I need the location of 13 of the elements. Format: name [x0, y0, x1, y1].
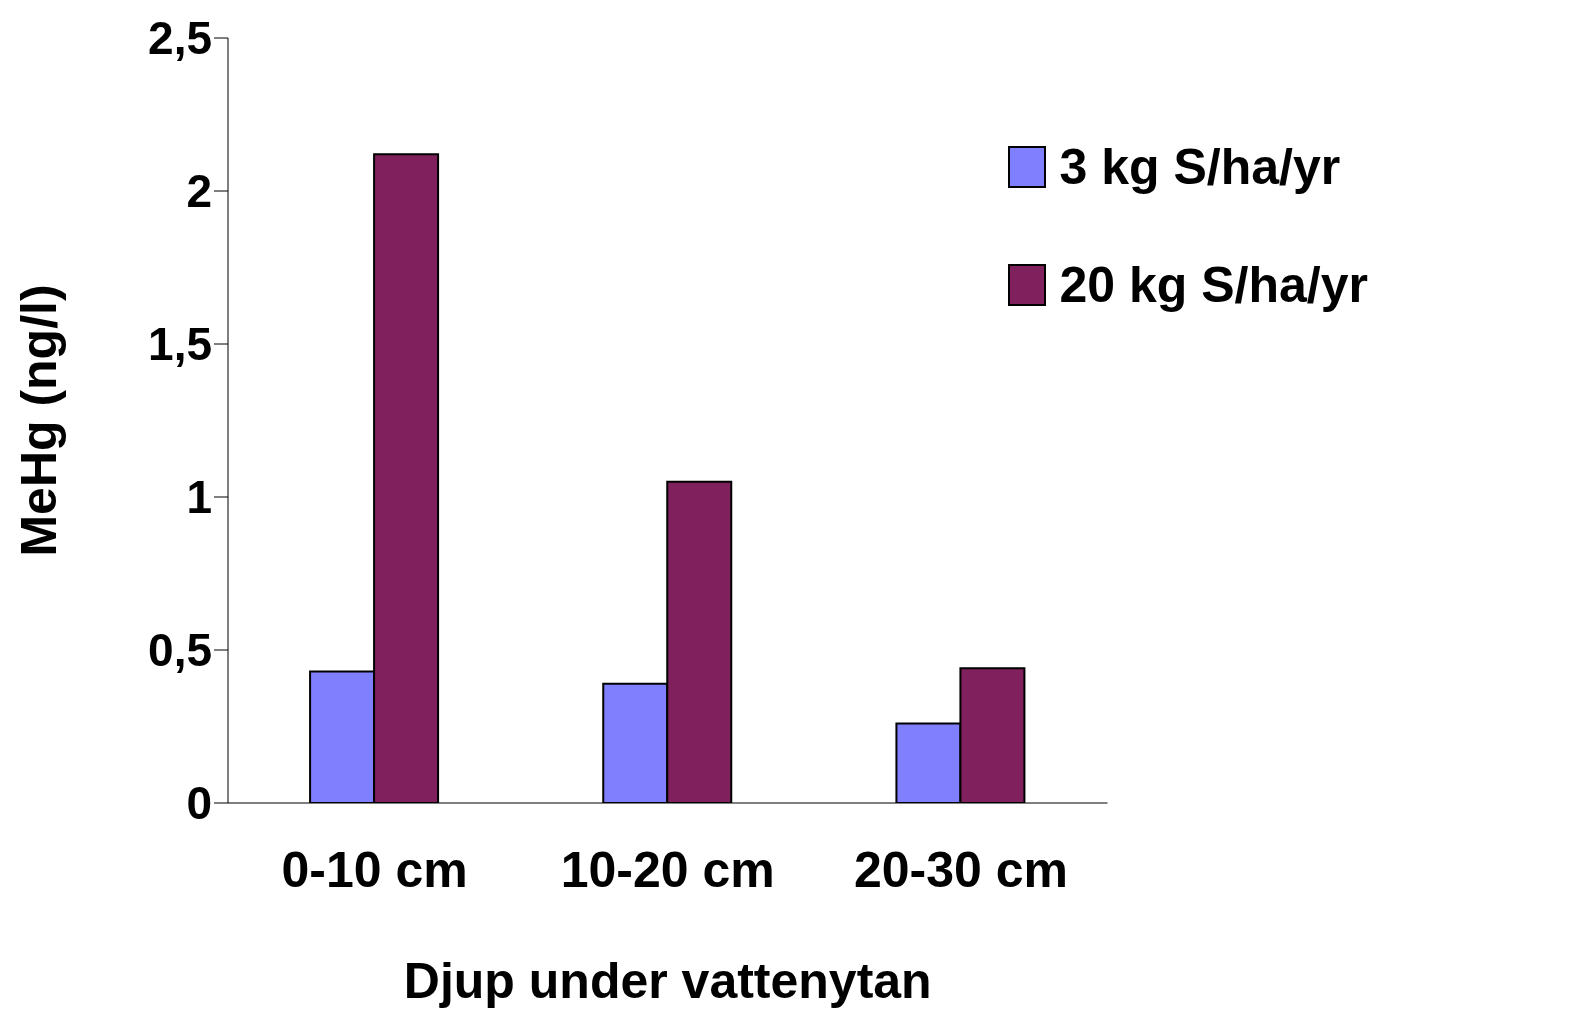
x-tick-label: 0-10 cm	[281, 841, 468, 898]
x-tick-label: 10-20 cm	[560, 841, 775, 898]
legend-label: 20 kg S/ha/yr	[1059, 256, 1368, 314]
y-axis-title: MeHg (ng/l)	[10, 284, 67, 557]
x-tick-label: 20-30 cm	[853, 841, 1068, 898]
legend-label: 3 kg S/ha/yr	[1059, 138, 1341, 196]
y-tick-label: 2,5	[148, 12, 212, 65]
y-tick-label: 0	[186, 777, 212, 830]
y-tick-label: 2	[186, 165, 212, 218]
x-axis-title: Djup under vattenytan	[403, 953, 932, 1009]
y-tick-label: 1,5	[148, 318, 212, 371]
y-tick-label: 1	[186, 471, 212, 524]
y-tick-label: 0,5	[148, 624, 212, 677]
